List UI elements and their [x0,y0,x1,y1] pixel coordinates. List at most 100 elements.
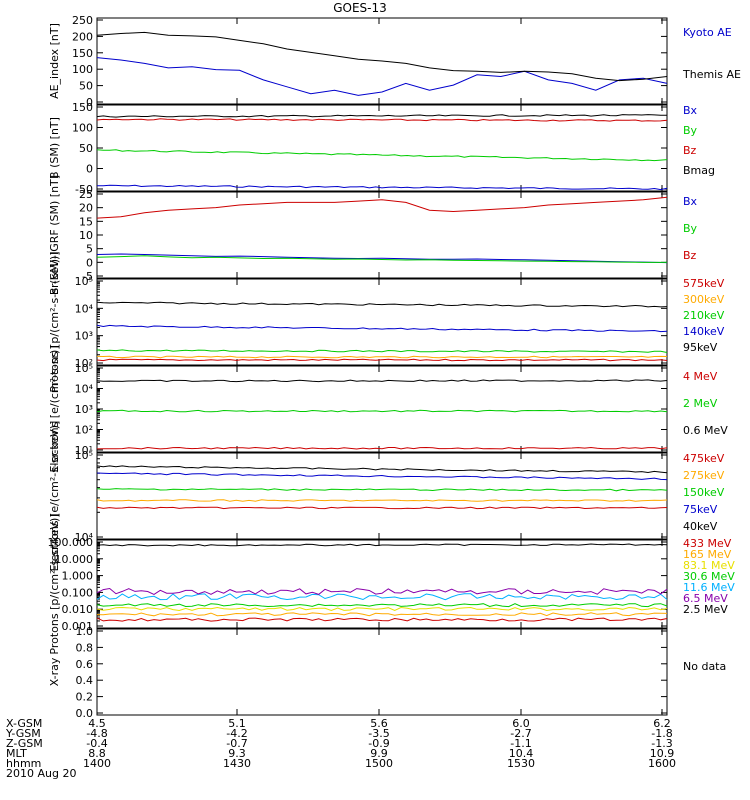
orbit-value-mlt: 9.3 [228,747,246,760]
y-tick-label: 1.0 [76,625,94,638]
y-tick-label: 10³ [75,403,93,416]
y-tick-label: 100 [72,63,93,76]
y-tick-label: 0.6 [76,658,94,671]
y-axis-label: B (SM) [nT] [48,117,61,179]
legend-entry: 40keV [683,520,718,533]
y-tick-label: -50 [75,183,93,196]
y-tick-label: 0 [86,256,93,269]
y-tick-label: 50 [79,142,93,155]
legend-entry: 6.5 MeV [683,592,728,605]
y-tick-label: 10⁵ [75,362,93,375]
orbit-value-z_gsm: -1.1 [510,737,531,750]
panel-frame [96,104,668,192]
legend-entry: By [683,222,698,235]
orbit-value-hhmm: 1530 [507,757,535,770]
series-line-by [96,255,667,263]
y-tick-label: 10² [75,357,93,370]
series-line-300kev [96,355,668,359]
legend-entry: Kyoto AE [683,26,732,39]
y-tick-label: 0.4 [76,674,94,687]
panel-electrons_mev: 10⁵ 10⁴ 10³ 10² 10¹ Electrons [e/(cm²-s-sr)] 4… [48,345,728,472]
series-line-kyoto-ae [96,57,668,96]
panel-frame [96,278,668,366]
legend-entry: 95keV [683,341,718,354]
legend-entry: Bx [683,104,698,117]
y-tick-label: 15 [79,215,93,228]
y-tick-label: 10⁵ [75,449,93,462]
y-tick-label: 250 [72,14,93,27]
series-line-2-mev [96,409,668,413]
y-axis-label: Electrons [e/(cm²-s-sr-keV)] [48,421,61,572]
y-tick-label: -5 [82,270,93,283]
y-tick-label: 0.100 [62,586,94,599]
y-tick-label: 10 [79,229,93,242]
y-axis-label: B (SM)-IGRF (SM) [nT] [48,175,61,295]
orbit-row-label: Y-GSM [5,727,41,740]
y-tick-label: 10⁵ [75,275,93,288]
orbit-value-z_gsm: -1.3 [651,737,672,750]
orbit-value-x_gsm: 6.2 [653,717,671,730]
legend-entry: 575keV [683,277,725,290]
y-tick-label: 5 [86,243,93,256]
orbit-value-z_gsm: -0.4 [86,737,107,750]
legend-entry: 165 MeV [683,548,732,561]
orbit-value-mlt: 10.4 [509,747,534,760]
orbit-row-label: hhmm [6,757,41,770]
legend-entry: 210keV [683,309,725,322]
orbit-row-label: X-GSM [6,717,42,730]
series-line-30-6-mev [96,603,668,608]
y-tick-label: 0.010 [62,603,94,616]
panel-frame [96,452,668,540]
orbit-value-y_gsm: -2.7 [510,727,531,740]
legend-entry: 75keV [683,503,718,516]
date-label: 2010 Aug 20 [6,767,76,780]
orbit-value-hhmm: 1600 [648,757,676,770]
y-tick-label: 0.001 [62,620,94,633]
orbit-row-label: Z-GSM [6,737,43,750]
panel-xray: 1.0 0.8 0.6 0.4 0.2 0.0 X-ray No data [48,625,726,720]
orbit-value-mlt: 10.9 [650,747,675,760]
orbit-value-mlt: 8.8 [88,747,106,760]
y-axis-label: X-ray [48,657,61,686]
no-data-note: No data [683,660,726,673]
y-tick-label: 0.0 [76,707,94,720]
panel-frame [96,365,668,453]
panel-frame [96,17,668,105]
series-line-bmag [96,114,668,118]
orbit-value-x_gsm: 5.6 [370,717,388,730]
legend-entry: Bz [683,144,697,157]
legend-entry: Themis AE [682,68,741,81]
series-line-165-mev [96,612,668,617]
orbit-value-y_gsm: -3.5 [368,727,389,740]
y-tick-label: 25 [79,188,93,201]
y-tick-label: 0.2 [76,691,94,704]
series-line-210kev [96,349,668,353]
y-tick-label: 0.8 [76,641,94,654]
series-line-150kev [96,488,668,492]
y-tick-label: 200 [72,30,93,43]
plot-title: GOES-13 [333,1,387,15]
panel-protons_mev: 100.000 10.000 1.000 0.100 0.010 0.001Protons… [48,513,736,654]
legend-entry: By [683,124,698,137]
series-line-bx [96,184,668,191]
panel-protons_low: 10⁵ 10⁴ 10³ 10² Protons [p/(cm²-s-sr-keV)] 57… [48,251,725,392]
orbit-value-hhmm: 1500 [365,757,393,770]
legend-entry: 140keV [683,325,725,338]
y-tick-label: 0 [86,96,93,109]
y-tick-label: 20 [79,202,93,215]
y-tick-label: 1.000 [62,570,94,583]
legend-entry: 150keV [683,486,725,499]
series-line-433-mev [96,617,668,622]
legend-entry: 2 MeV [683,397,718,410]
legend-entry: Bx [683,195,698,208]
y-tick-label: 150 [72,47,93,60]
orbit-value-z_gsm: -0.9 [368,737,389,750]
series-line-bz [96,118,668,122]
legend-entry: Bz [683,249,697,262]
series-line-40kev [96,465,668,474]
y-tick-label: 10⁴ [75,302,94,315]
legend-entry: 433 MeV [683,537,732,550]
series-line-by [96,149,668,162]
y-tick-label: 150 [72,101,93,114]
